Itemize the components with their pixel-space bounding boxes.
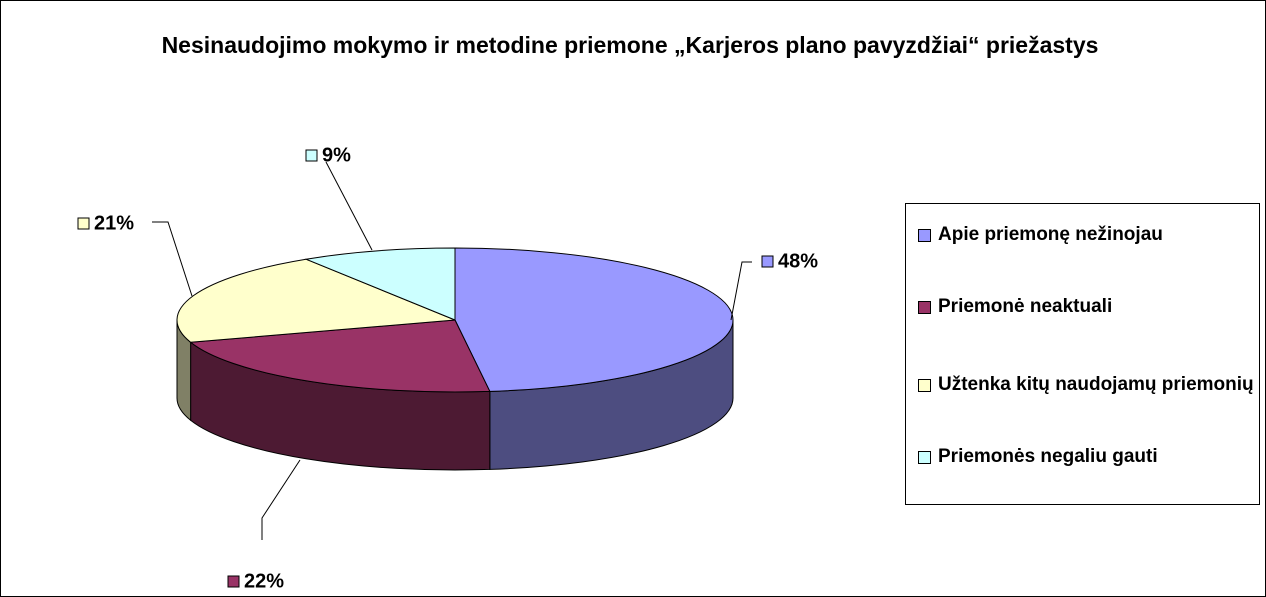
label-swatch [227, 575, 240, 588]
leader-line [730, 261, 752, 321]
legend-swatch [918, 301, 931, 314]
legend-swatch [918, 451, 931, 464]
legend-label: Priemonės negaliu gauti [938, 446, 1158, 467]
pie-slice [304, 247, 456, 321]
legend-swatch [918, 229, 931, 242]
label-swatch [77, 217, 90, 230]
data-label: 9% [322, 144, 351, 166]
legend-item: Priemonės negaliu gauti [918, 446, 1258, 467]
leader-line [325, 161, 373, 251]
legend-label: Užtenka kitų naudojamų priemonių [938, 374, 1254, 395]
pie-slice [176, 258, 456, 343]
label-swatch [761, 255, 774, 268]
data-label: 22% [244, 570, 284, 592]
legend-label: Apie priemonę nežinojau [938, 224, 1163, 245]
legend-item: Užtenka kitų naudojamų priemonių [918, 374, 1258, 395]
label-swatch [305, 149, 318, 162]
legend-item: Priemonė neaktuali [918, 296, 1258, 317]
pie-slice [189, 319, 491, 393]
legend-item: Apie priemonę nežinojau [918, 224, 1258, 245]
legend: Apie priemonę nežinojau Priemonė neaktual… [905, 203, 1260, 505]
legend-swatch [918, 379, 931, 392]
data-label: 21% [94, 212, 134, 234]
data-label: 48% [778, 250, 818, 272]
leader-line [152, 221, 193, 297]
leader-line [261, 459, 301, 540]
chart-title: Nesinaudojimo mokymo ir metodine priemon… [161, 32, 1099, 58]
legend-label: Priemonė neaktuali [938, 296, 1113, 317]
